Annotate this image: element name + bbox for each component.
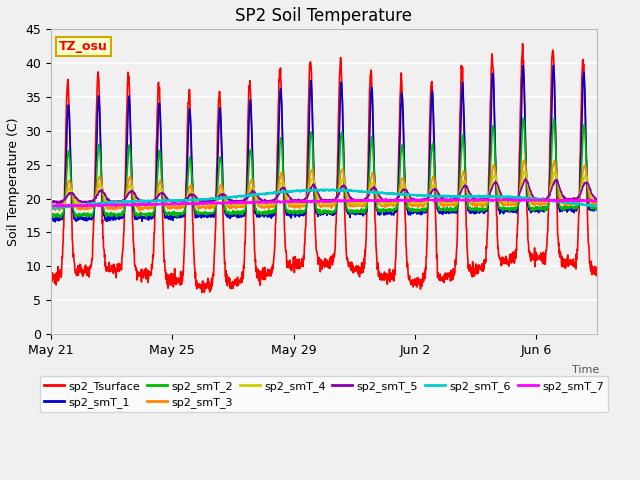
sp2_smT_1	[338, 84, 346, 90]
Line: sp2_smT_7: sp2_smT_7	[51, 199, 596, 206]
sp2_smT_6	[47, 206, 55, 212]
sp2_smT_1	[80, 215, 88, 221]
sp2_smT_5	[47, 200, 55, 205]
sp2_smT_4	[551, 168, 559, 174]
sp2_smT_3	[398, 176, 406, 181]
sp2_smT_6	[593, 203, 600, 209]
sp2_smT_6	[329, 186, 337, 192]
Title: SP2 Soil Temperature: SP2 Soil Temperature	[236, 7, 412, 25]
sp2_smT_5	[518, 185, 525, 191]
Y-axis label: Soil Temperature (C): Soil Temperature (C)	[7, 118, 20, 246]
sp2_smT_2	[338, 129, 346, 135]
sp2_smT_7	[593, 198, 600, 204]
sp2_Tsurface	[282, 247, 289, 253]
sp2_smT_1	[518, 88, 525, 94]
sp2_smT_7	[440, 196, 448, 202]
sp2_smT_7	[398, 197, 406, 203]
sp2_smT_4	[593, 199, 600, 205]
sp2_smT_3	[56, 208, 63, 214]
sp2_smT_2	[520, 115, 527, 121]
sp2_smT_4	[47, 202, 55, 208]
sp2_smT_5	[54, 201, 61, 206]
Line: sp2_smT_2: sp2_smT_2	[51, 118, 596, 218]
sp2_smT_7	[282, 199, 289, 205]
sp2_Tsurface	[291, 270, 298, 276]
Text: TZ_osu: TZ_osu	[60, 40, 108, 53]
sp2_smT_7	[79, 203, 87, 209]
sp2_smT_5	[338, 184, 346, 190]
sp2_smT_3	[338, 168, 346, 173]
sp2_smT_3	[282, 192, 289, 198]
sp2_smT_6	[47, 206, 55, 212]
sp2_smT_5	[398, 188, 406, 194]
sp2_smT_1	[593, 204, 600, 210]
sp2_smT_7	[338, 198, 346, 204]
Line: sp2_smT_5: sp2_smT_5	[51, 179, 596, 204]
sp2_smT_7	[291, 199, 298, 205]
Line: sp2_smT_6: sp2_smT_6	[51, 189, 596, 209]
sp2_smT_6	[339, 188, 346, 193]
sp2_smT_5	[80, 199, 88, 204]
sp2_smT_2	[593, 205, 600, 211]
sp2_smT_1	[550, 62, 557, 68]
sp2_Tsurface	[79, 268, 87, 274]
sp2_smT_7	[47, 204, 55, 209]
Text: Time: Time	[572, 365, 600, 375]
sp2_smT_2	[47, 213, 55, 218]
sp2_smT_5	[522, 176, 529, 182]
sp2_smT_3	[520, 157, 528, 163]
sp2_Tsurface	[338, 82, 346, 87]
Line: sp2_smT_4: sp2_smT_4	[51, 171, 596, 207]
Line: sp2_smT_3: sp2_smT_3	[51, 160, 596, 211]
Legend: sp2_Tsurface, sp2_smT_1, sp2_smT_2, sp2_smT_3, sp2_smT_4, sp2_smT_5, sp2_smT_6, : sp2_Tsurface, sp2_smT_1, sp2_smT_2, sp2_…	[40, 376, 608, 412]
sp2_smT_4	[282, 189, 289, 195]
sp2_smT_4	[291, 201, 298, 207]
sp2_smT_1	[47, 217, 55, 223]
sp2_Tsurface	[47, 278, 55, 284]
sp2_Tsurface	[593, 273, 600, 278]
sp2_smT_6	[291, 189, 298, 194]
sp2_smT_3	[291, 203, 298, 209]
sp2_smT_7	[518, 197, 525, 203]
sp2_smT_1	[291, 213, 298, 218]
sp2_smT_2	[282, 202, 289, 207]
sp2_smT_3	[47, 204, 55, 210]
sp2_smT_1	[282, 207, 289, 213]
Line: sp2_Tsurface: sp2_Tsurface	[51, 44, 596, 293]
sp2_smT_3	[518, 169, 525, 175]
Line: sp2_smT_1: sp2_smT_1	[51, 65, 596, 222]
sp2_smT_3	[593, 199, 600, 204]
sp2_smT_4	[49, 204, 57, 210]
sp2_smT_1	[398, 93, 406, 99]
sp2_smT_4	[338, 178, 346, 184]
sp2_smT_4	[398, 184, 406, 190]
sp2_smT_5	[291, 197, 298, 203]
sp2_smT_5	[282, 187, 289, 193]
sp2_smT_2	[291, 207, 298, 213]
sp2_smT_2	[518, 137, 525, 143]
sp2_smT_2	[72, 215, 80, 221]
sp2_Tsurface	[518, 54, 525, 60]
sp2_smT_5	[593, 197, 600, 203]
sp2_smT_6	[282, 190, 289, 195]
sp2_smT_6	[518, 195, 526, 201]
sp2_smT_6	[80, 202, 88, 207]
sp2_Tsurface	[198, 290, 206, 296]
sp2_smT_4	[518, 178, 525, 183]
sp2_smT_1	[51, 219, 59, 225]
sp2_smT_6	[399, 192, 406, 197]
sp2_Tsurface	[518, 41, 526, 47]
sp2_smT_3	[80, 205, 88, 211]
sp2_smT_2	[398, 142, 406, 148]
sp2_Tsurface	[398, 92, 406, 98]
sp2_smT_2	[80, 212, 88, 218]
sp2_smT_4	[80, 203, 88, 208]
